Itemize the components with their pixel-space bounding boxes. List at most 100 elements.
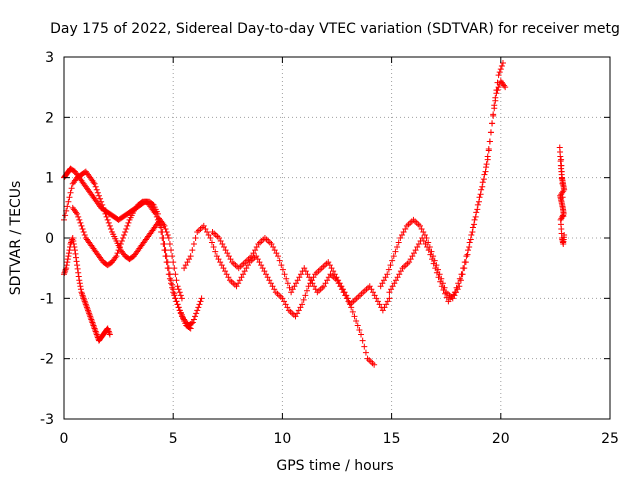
data-point: [281, 271, 288, 278]
data-point-interp: [224, 250, 231, 257]
data-point-interp: [217, 259, 224, 266]
data-point-interp: [394, 274, 401, 281]
data-point: [373, 295, 380, 302]
data-point-interp: [397, 268, 404, 275]
data-point: [482, 168, 489, 175]
data-point-interp: [392, 248, 399, 255]
data-point-interp: [558, 162, 565, 169]
data-point-interp: [162, 225, 169, 232]
data-point: [559, 180, 566, 187]
data-point: [499, 60, 506, 67]
data-point-interp: [182, 262, 189, 269]
data-point-interp: [215, 256, 222, 263]
data-point: [152, 210, 159, 217]
data-point: [561, 231, 568, 238]
data-point: [358, 331, 365, 338]
data-point-interp: [67, 189, 74, 196]
data-point-interp: [217, 238, 224, 245]
data-point-interp: [296, 274, 303, 281]
data-point-interp: [442, 290, 449, 297]
data-point-interp: [467, 236, 474, 243]
data-point: [384, 271, 391, 278]
data-point-interp: [453, 284, 460, 291]
data-point: [288, 289, 295, 296]
data-point: [406, 259, 413, 266]
data-point-interp: [269, 283, 276, 290]
data-point-interp: [422, 241, 429, 248]
data-point-interp: [156, 219, 163, 226]
y-tick-label: -1: [40, 291, 54, 307]
data-point-interp: [279, 266, 286, 273]
data-point-interp: [173, 277, 180, 284]
data-point-interp: [356, 327, 363, 334]
data-point-interp: [64, 259, 71, 266]
tick-layer: 0 5 10 15 20 25 -3 -2 -1 0 1 2 3: [40, 50, 619, 447]
data-point-interp: [429, 256, 436, 263]
data-point: [189, 319, 196, 326]
x-tick-label: 15: [383, 431, 401, 447]
data-point-interp: [376, 301, 383, 308]
data-point: [200, 222, 207, 229]
data-point-interp: [169, 284, 176, 291]
data-point: [325, 259, 332, 266]
data-point: [233, 283, 240, 290]
data-point-interp: [409, 253, 416, 260]
data-point-interp: [326, 262, 333, 269]
data-point-interp: [153, 213, 160, 220]
data-point-interp: [435, 274, 442, 281]
data-point-interp: [124, 222, 131, 229]
data-point-interp: [93, 186, 100, 193]
data-point-interp: [400, 228, 407, 235]
data-point: [275, 253, 282, 260]
data-point: [76, 277, 83, 284]
data-point-interp: [169, 253, 176, 260]
data-point-interp: [460, 265, 467, 272]
data-point-interp: [421, 231, 428, 238]
data-point: [475, 198, 482, 205]
series-trace-h: [386, 78, 509, 305]
data-point-interp: [382, 274, 389, 281]
data-point-interp: [196, 301, 203, 308]
data-point-interp: [184, 259, 191, 266]
data-point-interp: [65, 250, 72, 257]
data-point: [69, 235, 76, 241]
data-point-interp: [271, 247, 278, 254]
data-point-interp: [487, 129, 494, 136]
data-point-interp: [168, 247, 175, 254]
data-point: [377, 283, 384, 290]
data-point: [122, 228, 129, 235]
data-point-interp: [330, 268, 337, 275]
data-point-interp: [291, 283, 298, 290]
data-point-interp: [76, 216, 83, 223]
data-point-interp: [303, 287, 310, 294]
data-point-interp: [243, 265, 250, 272]
data-point-interp: [559, 194, 566, 201]
data-point-interp: [71, 244, 78, 251]
data-point-interp: [361, 343, 368, 350]
data-point-interp: [293, 280, 300, 287]
data-point: [213, 253, 220, 260]
series-trace-c: [61, 235, 113, 344]
data-point-interp: [102, 210, 109, 217]
data-point-interp: [498, 63, 505, 70]
data-point-interp: [322, 280, 329, 287]
data-point-interp: [107, 225, 114, 232]
data-point-interp: [495, 84, 502, 91]
data-point: [419, 235, 426, 241]
data-point-interp: [261, 268, 268, 275]
data-point: [65, 253, 72, 260]
data-point-interp: [430, 260, 437, 267]
data-point-interp: [483, 161, 490, 168]
data-point-interp: [264, 274, 271, 281]
data-point: [386, 289, 393, 296]
data-point-interp: [472, 213, 479, 220]
data-point-interp: [225, 274, 232, 281]
data-point-interp: [379, 280, 386, 287]
series-trace-b: [61, 168, 185, 302]
data-point-interp: [212, 248, 219, 255]
data-point-interp: [77, 286, 84, 293]
data-point-interp: [236, 277, 243, 284]
data-point-interp: [114, 250, 121, 257]
data-point-interp: [461, 259, 468, 266]
data-point: [489, 120, 496, 127]
